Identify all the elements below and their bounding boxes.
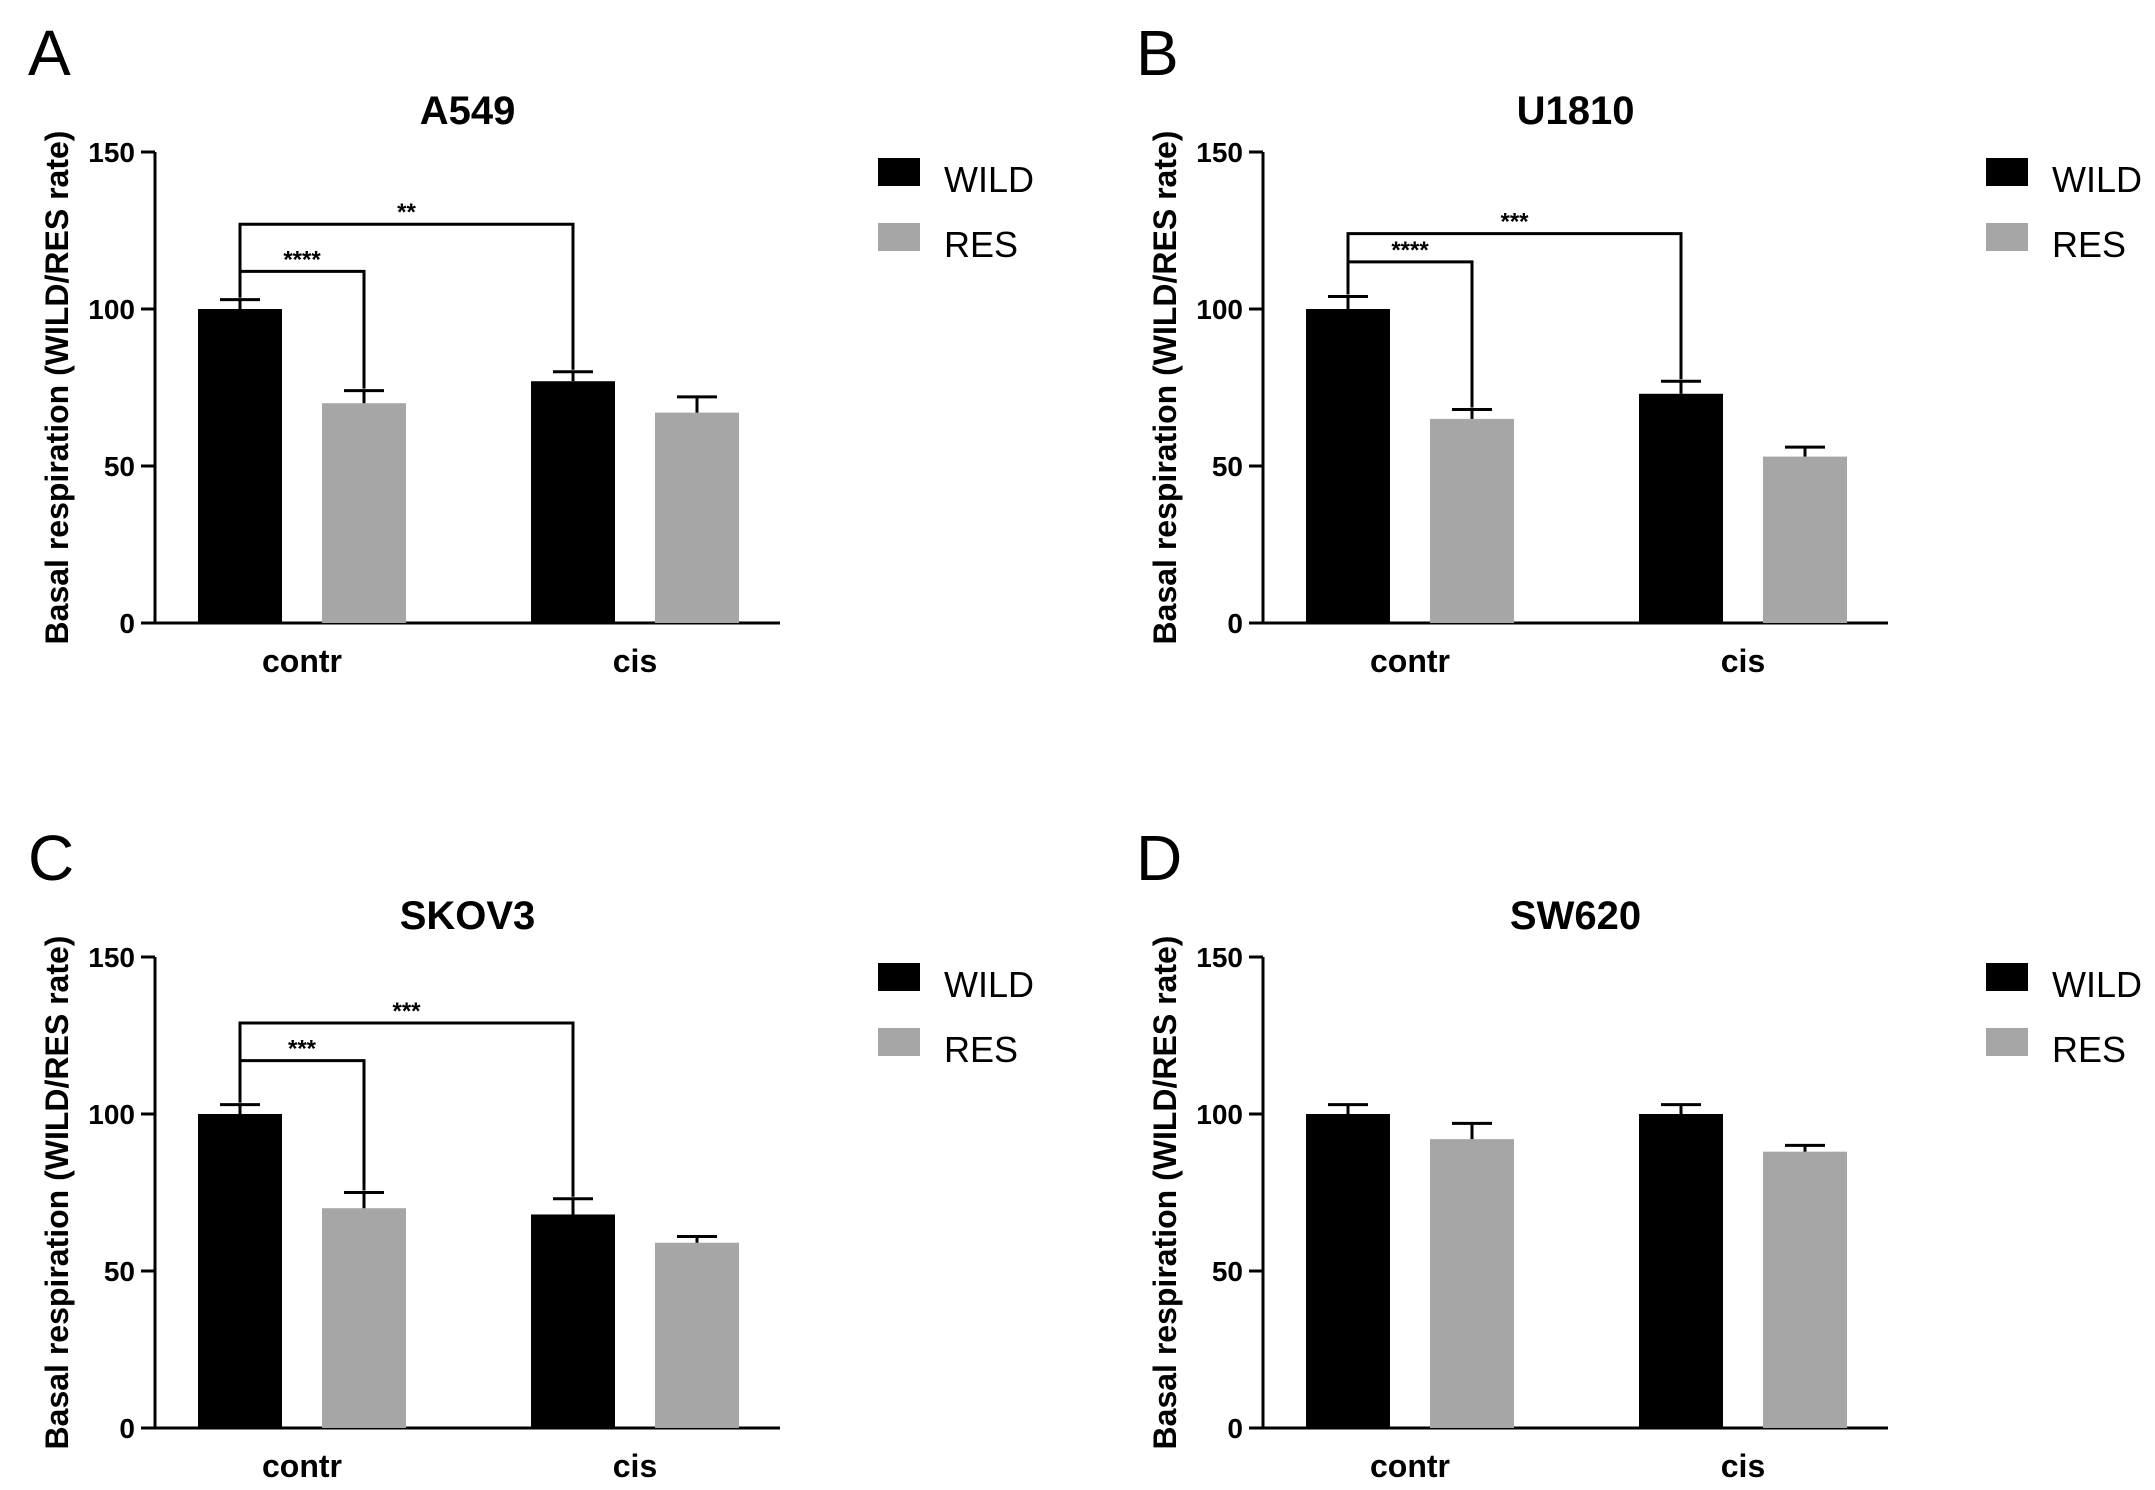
chart-panel-c: C SKOV3 Basal respiration (WILD/RES rate) 0…	[28, 822, 1034, 1484]
panel-letter: A	[28, 17, 71, 89]
x-category-label: contr	[262, 643, 342, 679]
bar-wild-cis	[1639, 1114, 1723, 1428]
bar-res-cis	[655, 412, 739, 623]
legend-label-wild: WILD	[944, 964, 1034, 1005]
panel-letter: B	[1136, 17, 1179, 89]
x-category-label: contr	[262, 1448, 342, 1484]
y-tick-label: 0	[119, 608, 135, 639]
y-tick-label: 0	[119, 1413, 135, 1444]
x-category-label: cis	[1721, 643, 1765, 679]
y-tick-label: 0	[1227, 1413, 1243, 1444]
legend-label-wild: WILD	[2052, 964, 2142, 1005]
bar-wild-cis	[531, 1214, 615, 1428]
significance-bracket	[1346, 232, 1683, 380]
x-category-label: contr	[1370, 1448, 1450, 1484]
significance-bracket	[238, 222, 575, 370]
bar-wild-contr	[198, 1114, 282, 1428]
chart-title: U1810	[1517, 89, 1635, 133]
significance-label: ***	[392, 998, 421, 1025]
y-tick-label: 100	[1196, 1099, 1243, 1130]
y-tick-label: 150	[1196, 942, 1243, 973]
significance-label: ***	[1500, 209, 1529, 236]
chart-panel-a: A A549 Basal respiration (WILD/RES rate) 0 5…	[28, 17, 1034, 679]
y-axis-label: Basal respiration (WILD/RES rate)	[1147, 936, 1183, 1450]
bar-res-contr	[1430, 418, 1514, 623]
bar-wild-contr	[1306, 1114, 1390, 1428]
y-tick-label: 50	[104, 1256, 135, 1287]
bar-wild-contr	[1306, 309, 1390, 623]
y-axis-label: Basal respiration (WILD/RES rate)	[39, 131, 75, 645]
bar-wild-cis	[531, 381, 615, 623]
x-category-label: contr	[1370, 643, 1450, 679]
chart-panel-b: B U1810 Basal respiration (WILD/RES rate) 0…	[1136, 17, 2142, 679]
legend-swatch-wild	[1986, 963, 2028, 991]
y-tick-label: 100	[88, 1099, 135, 1130]
y-axis-label: Basal respiration (WILD/RES rate)	[1147, 131, 1183, 645]
bar-res-contr	[1430, 1139, 1514, 1428]
legend-label-res: RES	[944, 1029, 1018, 1070]
y-tick-label: 100	[88, 294, 135, 325]
chart-panel-d: D SW620 Basal respiration (WILD/RES rate) 0…	[1136, 822, 2142, 1484]
y-tick-label: 150	[88, 942, 135, 973]
legend-swatch-wild	[878, 963, 920, 991]
legend-swatch-wild	[878, 158, 920, 186]
chart-title: SKOV3	[400, 894, 536, 938]
bar-wild-contr	[198, 309, 282, 623]
x-category-label: cis	[613, 1448, 657, 1484]
bar-res-contr	[322, 403, 406, 623]
significance-label: **	[397, 199, 416, 226]
legend-swatch-res	[878, 223, 920, 251]
bar-res-cis	[1763, 1151, 1847, 1428]
legend-swatch-res	[1986, 1028, 2028, 1056]
y-axis-label: Basal respiration (WILD/RES rate)	[39, 936, 75, 1450]
legend-swatch-res	[878, 1028, 920, 1056]
legend-label-res: RES	[2052, 1029, 2126, 1070]
bar-res-cis	[655, 1242, 739, 1428]
x-category-label: cis	[613, 643, 657, 679]
significance-label: ****	[1391, 237, 1429, 264]
legend-label-res: RES	[944, 224, 1018, 265]
significance-bracket	[238, 1021, 575, 1197]
chart-title: A549	[420, 89, 516, 133]
y-tick-label: 150	[1196, 137, 1243, 168]
y-tick-label: 150	[88, 137, 135, 168]
y-tick-label: 50	[104, 451, 135, 482]
legend-label-wild: WILD	[2052, 159, 2142, 200]
x-category-label: cis	[1721, 1448, 1765, 1484]
y-tick-label: 100	[1196, 294, 1243, 325]
legend-swatch-wild	[1986, 158, 2028, 186]
significance-label: ***	[288, 1036, 317, 1063]
chart-title: SW620	[1510, 894, 1641, 938]
legend-label-res: RES	[2052, 224, 2126, 265]
significance-label: ****	[283, 246, 321, 273]
y-tick-label: 50	[1212, 451, 1243, 482]
bar-wild-cis	[1639, 393, 1723, 623]
bar-res-cis	[1763, 456, 1847, 623]
y-tick-label: 0	[1227, 608, 1243, 639]
y-tick-label: 50	[1212, 1256, 1243, 1287]
bar-res-contr	[322, 1208, 406, 1428]
panel-letter: C	[28, 822, 74, 894]
panel-letter: D	[1136, 822, 1182, 894]
legend-swatch-res	[1986, 223, 2028, 251]
legend-label-wild: WILD	[944, 159, 1034, 200]
